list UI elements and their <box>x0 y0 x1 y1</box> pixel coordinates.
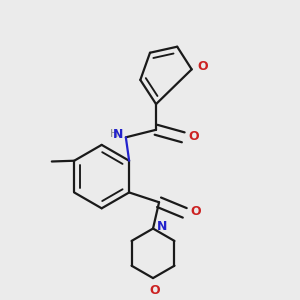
Text: H: H <box>110 129 118 139</box>
Text: N: N <box>113 128 123 141</box>
Text: O: O <box>149 284 160 297</box>
Text: O: O <box>190 205 201 218</box>
Text: N: N <box>157 220 167 232</box>
Text: O: O <box>189 130 199 143</box>
Text: O: O <box>198 60 208 74</box>
